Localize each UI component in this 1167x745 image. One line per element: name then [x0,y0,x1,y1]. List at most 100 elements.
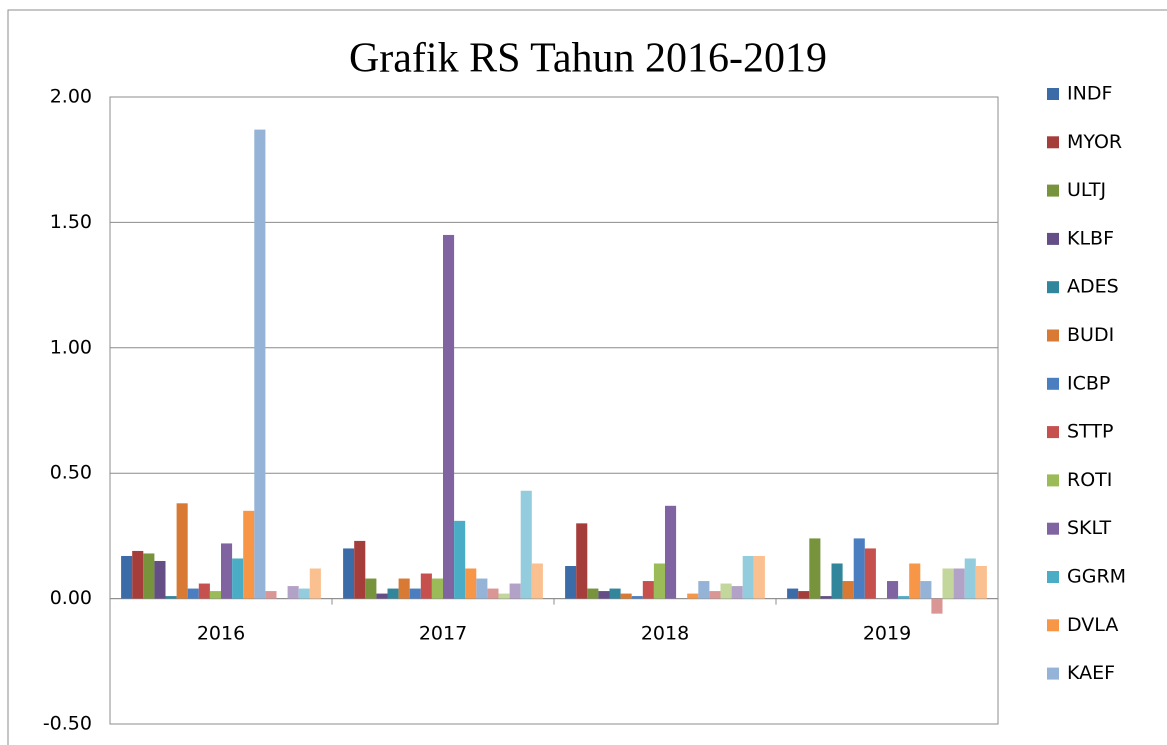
y-tick-label: 0.00 [50,587,92,609]
bar [964,558,976,599]
bar [653,563,665,599]
bar [187,588,199,599]
bar [476,578,488,599]
legend-label: KAEF [1067,662,1115,684]
bar [265,591,277,599]
bar [565,565,577,599]
x-tick-label: 2019 [863,623,911,645]
bar [864,548,876,599]
bar [487,588,499,599]
legend-swatch [1047,184,1059,197]
legend-swatch [1047,88,1059,100]
bar [354,540,366,599]
legend-label: INDF [1067,83,1112,105]
bar [343,548,355,599]
bar [787,588,799,599]
bar [454,520,466,599]
bar [309,568,321,599]
bar [953,568,965,599]
legend-label: DVLA [1067,614,1118,636]
bar [154,560,166,599]
legend-swatch [1047,667,1059,680]
bar [465,568,477,599]
bar [687,593,699,599]
bar [232,558,244,599]
legend-label: ROTI [1067,469,1112,491]
legend-swatch [1047,136,1059,149]
legend-swatch [1047,522,1059,535]
legend-swatch [1047,377,1059,390]
bar [642,581,654,599]
bar [831,563,843,599]
bar [209,591,221,599]
chart-title: Grafik RS Tahun 2016-2019 [349,36,827,82]
bar [243,510,255,599]
legend-swatch [1047,426,1059,439]
x-tick-label: 2017 [419,623,467,645]
bar [798,591,810,599]
bar [420,573,432,599]
bar [254,129,266,599]
legend-label: BUDI [1067,324,1114,346]
bar [720,583,732,599]
legend-label: MYOR [1067,131,1122,153]
legend-label: ICBP [1067,372,1110,394]
bar [365,578,377,599]
bar [598,591,610,599]
bar [531,563,543,599]
y-tick-label: 1.50 [50,211,92,233]
bar [376,593,388,599]
bar [198,583,210,599]
bar [520,490,532,599]
legend-swatch [1047,474,1059,487]
bar [143,553,155,599]
bar [443,234,455,599]
bar [609,588,621,599]
bar [909,563,921,599]
y-tick-label: 2.00 [50,86,92,108]
bar [121,555,133,599]
bar [387,588,399,599]
bar [731,586,743,599]
bar [665,505,677,599]
x-tick-label: 2018 [641,623,689,645]
bar [576,523,588,599]
bar [509,583,521,599]
y-tick-label: 0.50 [50,462,92,484]
bar [298,588,310,599]
bar [842,581,854,599]
legend-swatch [1047,232,1059,245]
legend-label: GGRM [1067,566,1126,588]
legend-swatch [1047,619,1059,632]
legend-label: SKLT [1067,517,1111,539]
legend-label: ULTJ [1067,179,1106,201]
y-tick-label: -0.50 [43,713,92,735]
bar [853,538,865,599]
bar [165,596,177,599]
bar [887,581,899,599]
chart-border [7,9,1167,745]
bar [942,568,954,599]
bar [587,588,599,599]
bar [631,596,643,599]
bar [898,596,910,599]
bar [176,503,188,599]
bar [920,581,932,599]
y-tick-label: 1.00 [50,336,92,358]
bar [742,555,754,599]
bar [132,550,144,599]
legend-swatch [1047,571,1059,583]
bar [753,555,765,599]
bar [975,565,987,599]
bar [820,596,832,599]
bar [398,578,410,599]
bar [287,586,299,599]
legend-label: KLBF [1067,227,1114,249]
bar [221,543,233,599]
legend-swatch [1047,281,1059,294]
legend-label: ADES [1067,276,1119,298]
legend-label: STTP [1067,421,1113,443]
legend-swatch [1047,329,1059,342]
